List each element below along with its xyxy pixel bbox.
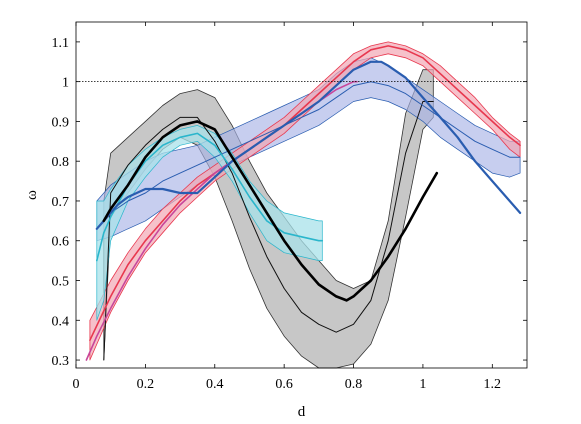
- y-tick-label: 0.6: [52, 235, 70, 250]
- x-axis-label: d: [298, 404, 306, 420]
- y-tick-label: 1.1: [52, 36, 70, 51]
- x-tick-label: 0.4: [206, 377, 224, 392]
- y-axis-label: ω: [24, 190, 40, 200]
- y-tick-label: 1: [62, 76, 69, 91]
- x-tick-label: 0: [73, 377, 80, 392]
- y-tick-label: 0.8: [52, 155, 70, 170]
- x-tick-label: 0.8: [345, 377, 363, 392]
- x-tick-label: 0.2: [137, 377, 155, 392]
- series-line-7: [95, 60, 522, 230]
- plot-frame: [75, 21, 528, 369]
- tick-layer: 0 0.2 0.4 0.6 0.8 1 1.2 0.3 0.4 0.5 0.6 0.7 0.8 0.9 1 1…: [52, 22, 527, 392]
- series-line-9: [89, 45, 521, 342]
- series-line-1: [103, 101, 434, 361]
- y-tick-label: 0.3: [52, 354, 70, 369]
- series-line-2: [102, 120, 439, 302]
- x-tick-label: 1: [419, 377, 426, 392]
- x-tick-label: 1.2: [484, 377, 502, 392]
- series-line-6: [96, 81, 521, 230]
- y-tick-label: 0.5: [52, 275, 70, 290]
- y-tick-label: 0.9: [52, 115, 70, 130]
- x-tick-label: 0.6: [275, 377, 293, 392]
- y-tick-label: 0.7: [52, 195, 70, 210]
- y-tick-label: 0.4: [52, 314, 70, 329]
- series-line-4: [96, 132, 324, 262]
- series-layer: [85, 41, 522, 369]
